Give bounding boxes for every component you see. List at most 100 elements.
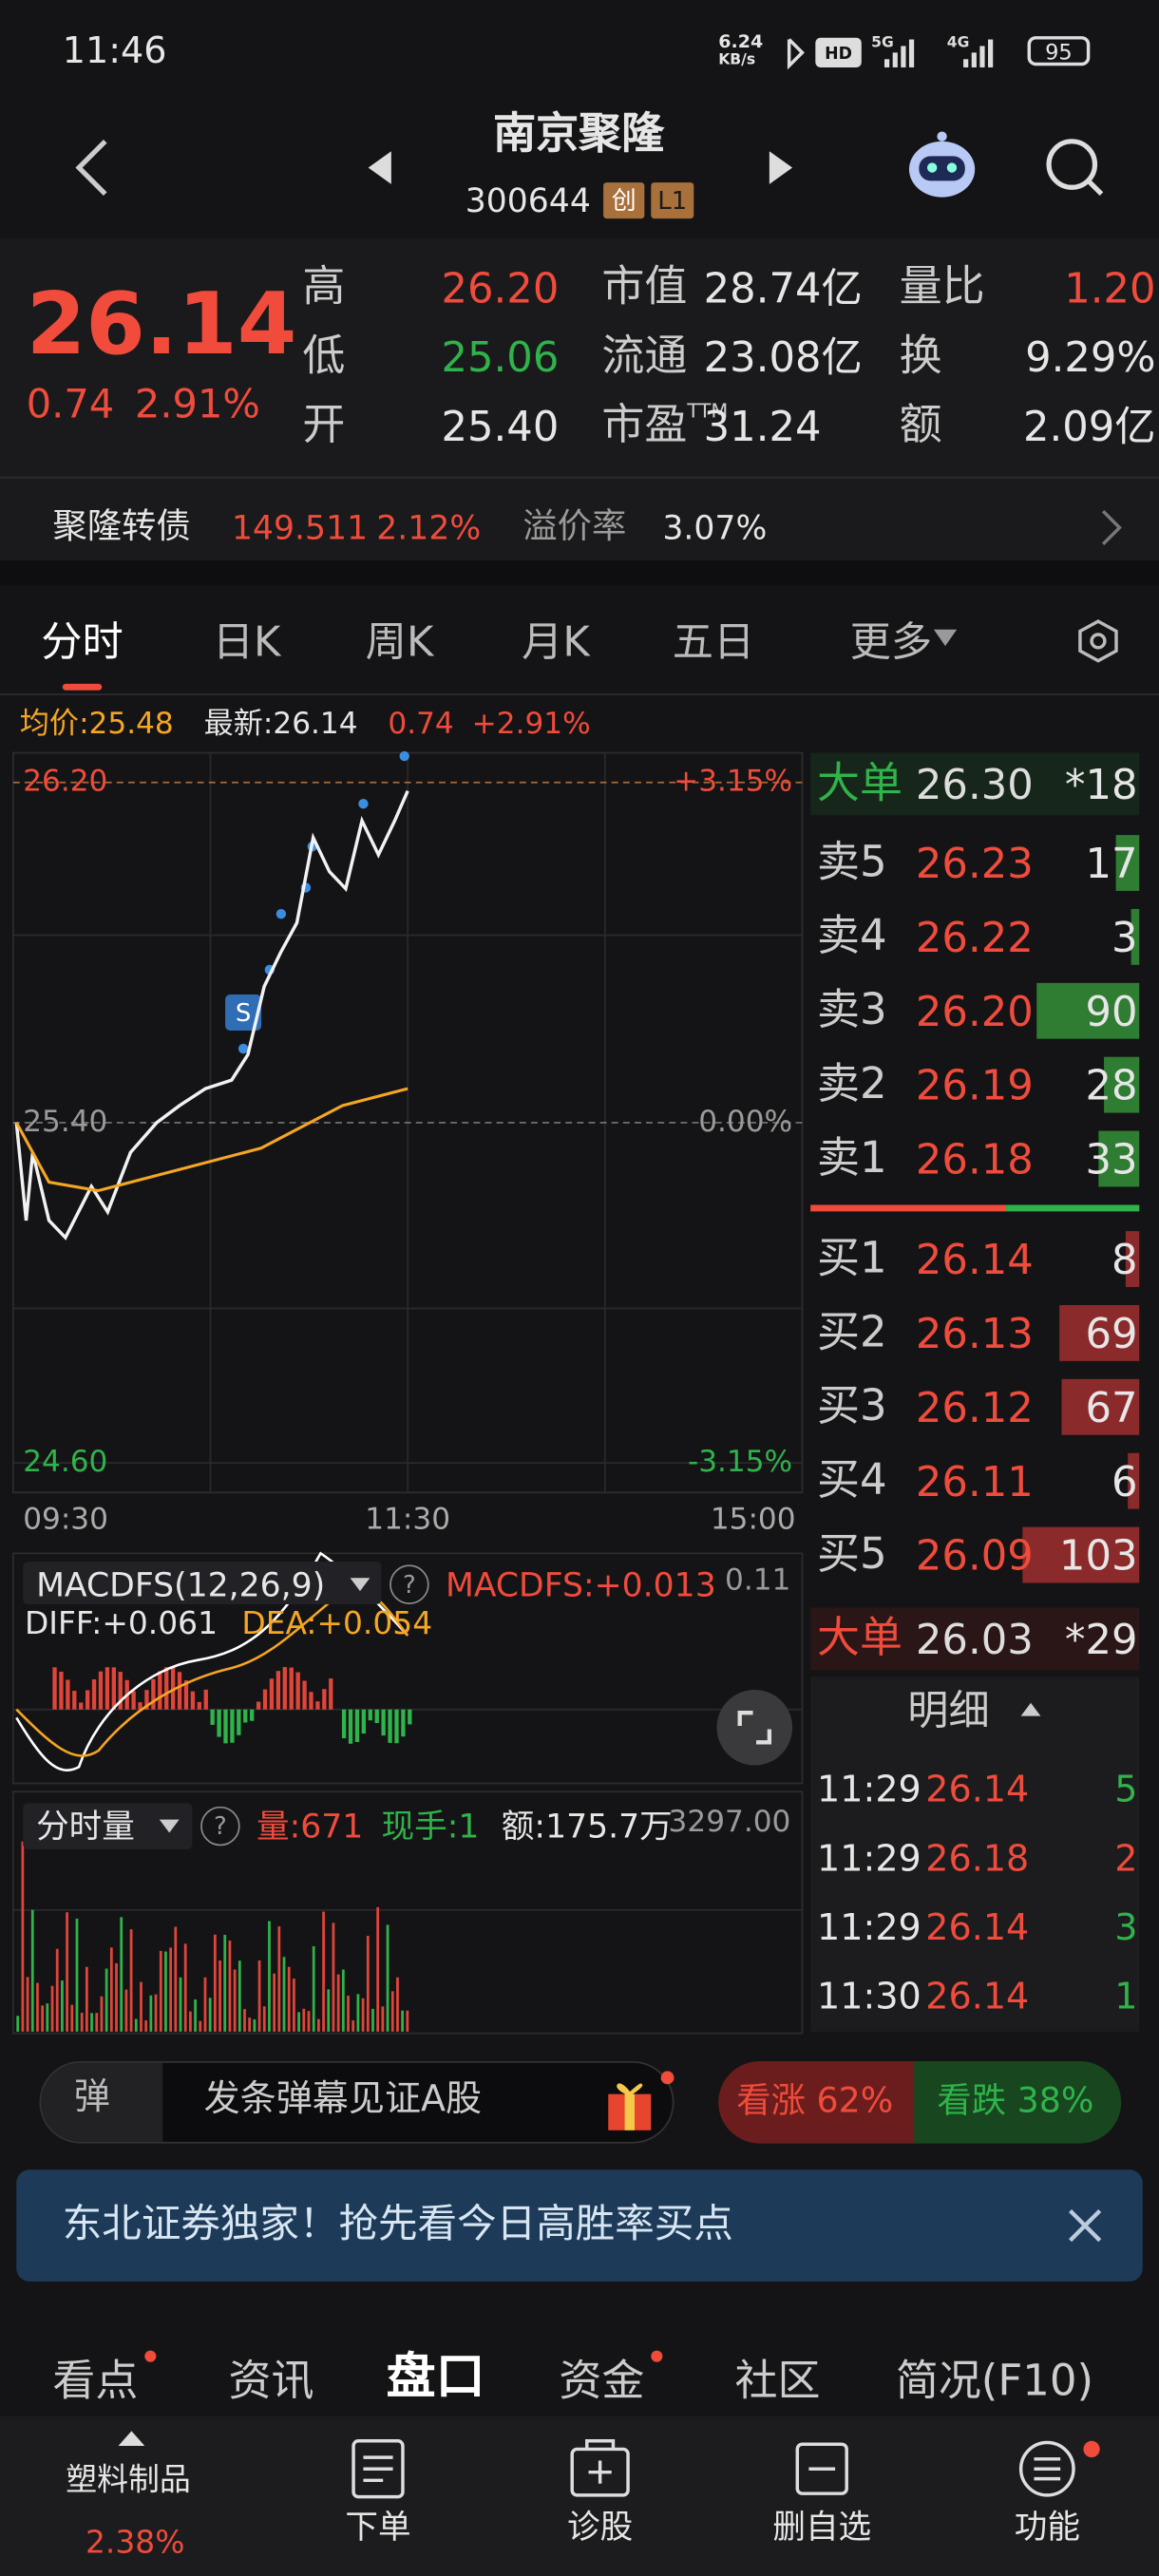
macd-bar [177,1672,182,1710]
nav-icons [352,2439,1100,2499]
volume-bar [386,1924,390,2032]
promo-banner[interactable] [16,2169,1143,2282]
back-button[interactable] [66,135,115,200]
depth-bar [1115,835,1140,891]
nav-item[interactable]: 下单 [345,2507,411,2547]
nav-item[interactable]: 功能 [1014,2507,1080,2547]
detail-price: 26.14 [925,1977,1030,2019]
chart-tab[interactable]: 分时 [41,617,124,666]
bull-text: 看涨 62% [736,2080,894,2121]
info-tab[interactable]: 资讯 [228,2357,314,2407]
assistant-button[interactable] [904,128,980,204]
macd-top: 0.11 [725,1563,791,1599]
dropdown-arrow [350,1578,370,1592]
macd-bar [250,1709,255,1721]
volume-bar [203,1977,207,2032]
detail-price: 26.14 [925,1908,1030,1950]
volume-bar [120,1917,124,2032]
volume-bar [228,1941,232,2032]
macd-bar [170,1667,176,1710]
y-tick-label: 25.40 [23,1105,107,1139]
clock: 11:46 [62,30,167,73]
macd-bar [315,1701,320,1710]
bear-button[interactable] [914,2061,1122,2144]
chart-tab[interactable]: 日K [212,617,281,666]
volume-bar [70,2004,74,2032]
info-tab[interactable]: 看点 [52,2357,139,2407]
chart-tab[interactable]: 月K [522,617,590,666]
bull-button[interactable] [718,2061,920,2144]
detail-qty: 1 [1114,1977,1138,2019]
info-tab[interactable]: 资金 [559,2357,645,2407]
macd-bar [269,1678,275,1710]
svg-text:5G: 5G [871,33,894,50]
volume-bar [140,1981,142,2032]
volume-bar [85,1966,88,2032]
volume-bar [194,1999,197,2032]
volume-frame [11,1790,804,2035]
stat-label: 开 [302,401,346,451]
volume-bar [46,2003,49,2032]
promo-text: 东北证券独家！抢先看今日高胜率买点 [62,2201,733,2247]
prev-stock[interactable] [365,148,394,188]
macd-bar [381,1709,386,1736]
volume-label: 分时量 [36,1806,135,1847]
volume-bar [174,1926,178,2032]
chart-settings[interactable] [1075,618,1121,664]
detail-qty: 5 [1114,1770,1138,1812]
volume-bar [381,2006,385,2032]
next-stock[interactable] [766,148,795,188]
depth-bar [1059,1305,1140,1361]
chevron[interactable] [1098,506,1125,549]
nav-item[interactable]: 删自选 [772,2507,872,2547]
level-price: 26.18 [915,1135,1034,1184]
help-icon[interactable]: ? [390,1564,429,1604]
expand-button[interactable] [716,1689,793,1766]
sector-name[interactable]: 塑料制品 [66,2462,191,2499]
gift-icon[interactable] [601,2071,674,2136]
depth-bar [1098,1130,1140,1187]
volume-selector[interactable] [23,1803,193,1849]
level-label: 买3 [817,1382,887,1432]
macd-label: MACDFS(12,26,9) [36,1564,326,1604]
nav-item[interactable]: 诊股 [567,2507,634,2547]
volume-bar [341,1969,345,2032]
level-qty: 103 [1058,1531,1138,1581]
macd-bar [151,1678,156,1710]
macd-bar [361,1709,367,1734]
y2-tick-label: -3.15% [688,1445,792,1479]
info-tab[interactable]: 简况(F10) [895,2357,1094,2407]
macd-bar [85,1690,90,1710]
level-qty: 8 [1111,1236,1138,1284]
dea-value: DEA:+0.054 [241,1605,433,1642]
volume-bar [149,1995,153,2032]
battery: 95 [1027,36,1091,66]
volume-bar [322,1911,325,2032]
comment-toggle[interactable] [41,2062,163,2142]
close-button[interactable] [1065,2206,1105,2245]
help-icon[interactable]: ? [200,1806,240,1847]
comment-placeholder: 发条弹幕见证A股 [203,2079,483,2121]
info-tab[interactable]: 社区 [734,2357,821,2407]
macd-bar [98,1671,104,1710]
volume-bar [396,1977,399,2032]
chart-tab[interactable]: 更多 [849,617,933,666]
volume-value: 量:671 [256,1806,364,1847]
macd-bar [131,1691,136,1710]
detail-title[interactable]: 明细 [907,1686,990,1734]
info-tab[interactable]: 盘口 [386,2348,485,2407]
search-button[interactable] [1042,135,1108,200]
volume-bar [243,2009,246,2032]
macd-bar [256,1701,261,1710]
volume-bar [262,2006,266,2032]
trade-dots [238,750,409,1054]
macd-bar [289,1667,294,1710]
volume-bar [159,1950,162,2032]
chart-tab[interactable]: 五日 [672,617,755,666]
chart-tab[interactable]: 周K [365,617,434,666]
volume-bar [30,1909,34,2032]
volume-bar [390,1991,394,2032]
level-label: 买1 [817,1234,887,1284]
stat-label-sup: TTM [687,399,729,423]
macd-selector[interactable] [23,1561,382,1604]
